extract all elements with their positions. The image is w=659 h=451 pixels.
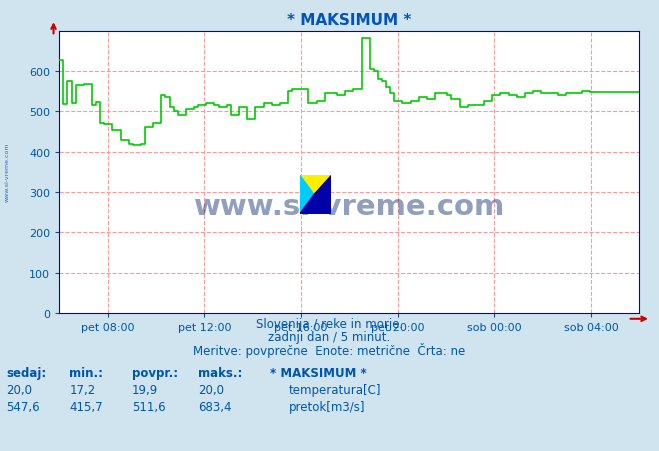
Polygon shape: [300, 176, 314, 214]
Text: 17,2: 17,2: [69, 383, 96, 396]
Text: www.si-vreme.com: www.si-vreme.com: [5, 142, 10, 201]
Text: sedaj:: sedaj:: [7, 367, 47, 380]
Polygon shape: [300, 176, 331, 214]
Text: povpr.:: povpr.:: [132, 367, 178, 380]
Text: min.:: min.:: [69, 367, 103, 380]
Text: pretok[m3/s]: pretok[m3/s]: [289, 400, 365, 414]
Text: 19,9: 19,9: [132, 383, 158, 396]
Text: maks.:: maks.:: [198, 367, 242, 380]
Text: temperatura[C]: temperatura[C]: [289, 383, 381, 396]
Text: Meritve: povprečne  Enote: metrične  Črta: ne: Meritve: povprečne Enote: metrične Črta:…: [193, 342, 466, 357]
Text: 511,6: 511,6: [132, 400, 165, 414]
Text: 20,0: 20,0: [7, 383, 32, 396]
Text: Slovenija / reke in morje.: Slovenija / reke in morje.: [256, 317, 403, 330]
Title: * MAKSIMUM *: * MAKSIMUM *: [287, 13, 411, 28]
Text: www.si-vreme.com: www.si-vreme.com: [194, 193, 505, 220]
Text: 415,7: 415,7: [69, 400, 103, 414]
Text: zadnji dan / 5 minut.: zadnji dan / 5 minut.: [268, 331, 391, 344]
Text: * MAKSIMUM *: * MAKSIMUM *: [270, 367, 367, 380]
Text: 547,6: 547,6: [7, 400, 40, 414]
Text: 683,4: 683,4: [198, 400, 231, 414]
Polygon shape: [300, 176, 331, 195]
Text: 20,0: 20,0: [198, 383, 223, 396]
